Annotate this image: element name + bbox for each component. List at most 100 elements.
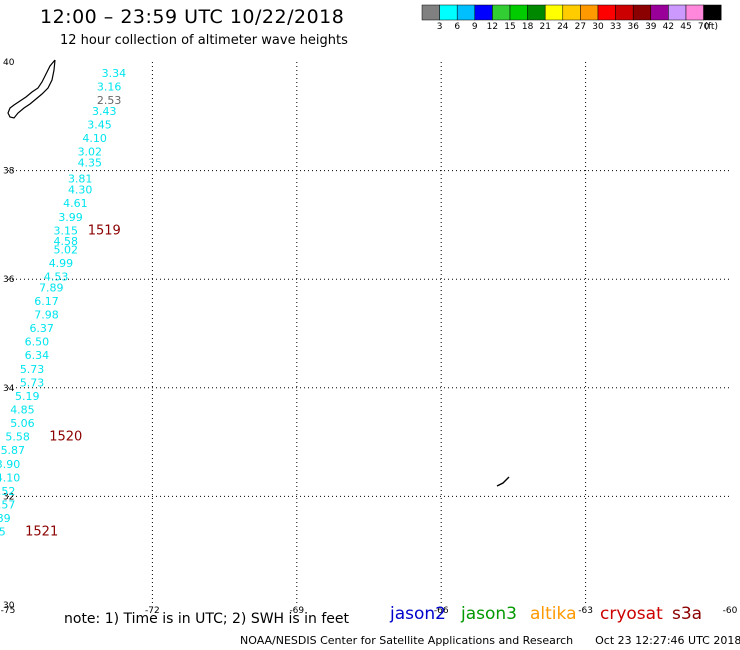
x-tick-label: -75 — [1, 606, 16, 616]
legend-swatch — [685, 4, 704, 21]
swh-value: 4.58 — [54, 235, 79, 248]
pass-time-label: 1519 — [88, 223, 121, 238]
legend-label: 6 — [454, 22, 460, 32]
x-tick-label: -72 — [145, 606, 160, 616]
swh-value: 5.73 — [20, 376, 45, 389]
legend-label: 39 — [645, 22, 657, 32]
footer-timestamp: Oct 23 12:27:46 UTC 2018 — [595, 634, 740, 647]
axis-ticks: -75 -72 -69 -66 -63 -60 40 38 36 34 32 30 — [1, 58, 738, 616]
legend-swatch — [474, 4, 493, 21]
legend-swatch — [527, 4, 546, 21]
coastline-us — [7, 59, 56, 119]
legend-swatch — [650, 4, 669, 21]
legend-swatch — [597, 4, 616, 21]
legend-swatch — [492, 4, 511, 21]
swh-value: 6.85 — [0, 526, 6, 539]
pass-time-label: 1521 — [25, 525, 58, 540]
swh-value: 4.30 — [68, 184, 93, 197]
legend-label: 42 — [663, 22, 674, 32]
legend-swatch — [668, 4, 687, 21]
y-tick-label: 34 — [3, 384, 15, 394]
legend-swatch — [509, 4, 528, 21]
swh-value: 3.90 — [0, 458, 20, 471]
color-legend: 3 6 9 12 15 18 21 24 27 30 33 36 39 42 45 70(ft) — [421, 4, 722, 32]
legend-label: 33 — [610, 22, 621, 32]
island-bermuda — [496, 476, 510, 487]
legend-swatch — [703, 4, 722, 21]
swh-value: 6.34 — [25, 349, 50, 362]
legend-swatch — [615, 4, 634, 21]
footer-org: NOAA/NESDIS Center for Satellite Applica… — [240, 634, 574, 647]
swh-value: 3.34 — [102, 67, 127, 80]
legend-unit: (ft) — [704, 22, 718, 32]
grid — [8, 62, 730, 605]
footer: NOAA/NESDIS Center for Satellite Applica… — [240, 634, 740, 647]
swh-value: 5.73 — [20, 363, 45, 376]
swh-value: 6.17 — [34, 295, 59, 308]
swh-value: 5.89 — [0, 512, 11, 525]
swh-value: 4.99 — [49, 257, 74, 270]
swh-labels: 3.343.162.533.433.454.103.024.353.814.30… — [0, 67, 126, 540]
legend-label: 24 — [557, 22, 569, 32]
satellite-jason3: jason3 — [461, 604, 517, 624]
swh-value: 3.52 — [0, 485, 15, 498]
swh-value: 4.53 — [44, 270, 69, 283]
legend-label: 3 — [437, 22, 443, 32]
satellite-cryosat: cryosat — [600, 604, 663, 624]
legend-swatch — [580, 4, 599, 21]
legend-label: 27 — [575, 22, 586, 32]
x-tick-label: -60 — [723, 606, 738, 616]
swh-value: 3.15 — [54, 224, 79, 237]
legend-label: 70 — [698, 22, 710, 32]
swh-value: 5.06 — [10, 417, 35, 430]
legend-swatch — [439, 4, 458, 21]
swh-value: 4.10 — [0, 471, 20, 484]
swh-value: 3.99 — [58, 211, 83, 224]
swh-value: 3.45 — [87, 118, 112, 131]
swh-value: 5.58 — [5, 431, 30, 444]
legend-swatch — [562, 4, 581, 21]
legend-swatch — [544, 4, 564, 21]
swh-value: 7.98 — [34, 308, 59, 321]
x-tick-label: -66 — [434, 606, 449, 616]
satellite-altika: altika — [530, 604, 577, 624]
swh-value: 4.10 — [82, 132, 107, 145]
swh-value: 5.02 — [54, 243, 79, 256]
units-note: note: 1) Time is in UTC; 2) SWH is in fe… — [64, 611, 350, 627]
swh-value: 3.81 — [68, 173, 93, 186]
legend-swatch — [421, 4, 440, 21]
swh-value: 4.61 — [63, 197, 88, 210]
satellite-s3a: s3a — [672, 604, 703, 624]
legend-label: 45 — [680, 22, 691, 32]
swh-value: 3.43 — [92, 105, 117, 118]
swh-value: 5.19 — [15, 390, 40, 403]
coastline — [7, 59, 510, 487]
legend-label: 30 — [592, 22, 604, 32]
y-tick-label: 32 — [3, 492, 14, 502]
pass-time-label: 1520 — [49, 430, 82, 445]
swh-value: 6.50 — [25, 336, 50, 349]
swh-value: 3.16 — [97, 80, 122, 93]
swh-value: 4.85 — [10, 404, 35, 417]
swh-value: 3.02 — [78, 146, 103, 159]
x-tick-label: -63 — [578, 606, 593, 616]
y-tick-label: 30 — [3, 601, 15, 611]
legend-label: 21 — [539, 22, 550, 32]
swh-value: 2.53 — [97, 94, 122, 107]
legend-label: 12 — [487, 22, 498, 32]
x-tick-label: -69 — [289, 606, 304, 616]
legend-label: 9 — [472, 22, 478, 32]
swh-value: 5.57 — [0, 499, 15, 512]
y-tick-label: 36 — [3, 275, 15, 285]
swh-value: 4.35 — [78, 156, 103, 169]
legend-swatch — [632, 4, 652, 21]
legend-label: 15 — [504, 22, 515, 32]
swh-value: 7.89 — [39, 281, 64, 294]
y-tick-label: 38 — [3, 167, 15, 177]
chart-title: 12:00 – 23:59 UTC 10/22/2018 — [40, 6, 345, 28]
satellite-jason2: jason2 — [390, 604, 446, 624]
swh-value: 5.87 — [1, 444, 26, 457]
swh-value: 6.37 — [29, 322, 54, 335]
legend-swatch — [456, 4, 476, 21]
